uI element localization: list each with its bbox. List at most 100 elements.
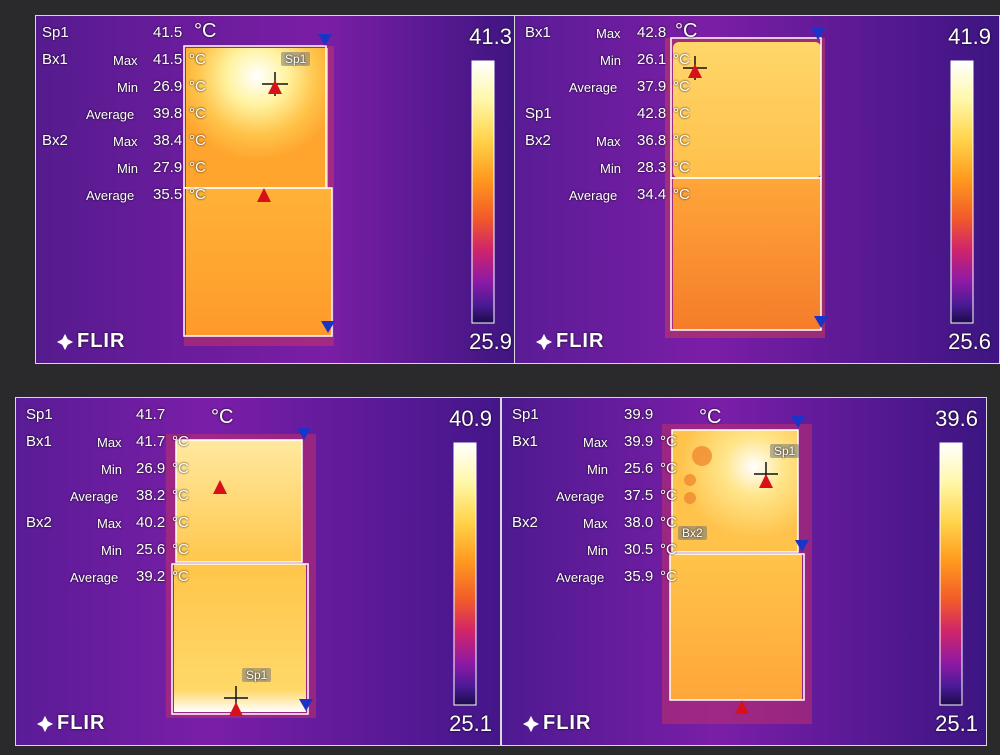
bx2-min-unit: °C: [660, 541, 677, 558]
sp1-label: Sp1: [512, 406, 539, 423]
flir-logo-text: FLIR: [556, 330, 605, 352]
flir-logo-text: FLIR: [543, 712, 592, 734]
scale-max: 41.9: [948, 24, 991, 49]
bx1-max-unit: °C: [172, 433, 189, 450]
bx2-min-label: Min: [117, 161, 138, 176]
bx1-avg-value: 38.2: [136, 487, 166, 504]
bx1-avg-value: 37.5: [624, 487, 654, 504]
bx1-label: Bx1: [42, 51, 68, 68]
bx2-label: Bx2: [42, 132, 68, 149]
bx1-min-value: 26.9: [153, 78, 183, 95]
sp1-tag: Sp1: [281, 52, 311, 66]
bx2-tag: Bx2: [678, 526, 707, 540]
sp1-value: 39.9: [624, 406, 654, 423]
bx2-min-value: 25.6: [136, 541, 166, 558]
bx1-max-label: Max: [97, 435, 122, 450]
flir-logo-icon: [535, 333, 553, 350]
bx2-avg-value: 35.9: [624, 568, 654, 585]
bx2-max-value: 36.8: [637, 132, 667, 149]
measurement-readout: Sp1 39.9 °C Bx1 Max 39.9 °C Min 25.6 °C …: [502, 398, 986, 745]
sp1-tag: Sp1: [242, 668, 272, 682]
bx1-max-value: 42.8: [637, 24, 667, 41]
bx1-max-label: Max: [113, 53, 138, 68]
bx2-max-label: Max: [97, 516, 122, 531]
bx1-avg-label: Average: [86, 107, 135, 122]
bx1-min-value: 25.6: [624, 460, 654, 477]
sp1-label: Sp1: [26, 406, 53, 423]
bx1-min-value: 26.1: [637, 51, 667, 68]
bx1-min-label: Min: [117, 80, 138, 95]
flir-logo: FLIR: [56, 330, 125, 353]
bx1-label: Bx1: [512, 433, 538, 450]
sp1-label: Sp1: [42, 24, 69, 41]
bx2-avg-unit: °C: [172, 568, 189, 585]
bx2-min-label: Min: [600, 161, 621, 176]
flir-logo-text: FLIR: [57, 712, 106, 734]
sp1-value: 41.7: [136, 406, 166, 423]
scale-min: 25.1: [449, 711, 492, 736]
bx1-max-label: Max: [583, 435, 608, 450]
bx1-avg-label: Average: [556, 489, 605, 504]
bx1-max-unit: °C: [675, 20, 698, 42]
sp1-unit: °C: [673, 105, 690, 122]
sp1-tag: Sp1: [770, 444, 800, 458]
bx1-min-unit: °C: [660, 460, 677, 477]
thermal-image: [502, 398, 986, 745]
measurement-readout: Sp1 41.5 °C Bx1 Max 41.5 °C Min 26.9 °C …: [36, 16, 520, 363]
bx2-max-unit: °C: [189, 132, 206, 149]
measurement-readout: Sp1 41.7 °C Bx1 Max 41.7 °C Min 26.9 °C …: [16, 398, 500, 745]
bx1-avg-label: Average: [70, 489, 119, 504]
bx1-max-value: 39.9: [624, 433, 654, 450]
measurement-readout: Bx1 Max 42.8 °C Min 26.1 °C Average 37.9…: [515, 16, 999, 363]
bx1-min-label: Min: [600, 53, 621, 68]
sp1-unit: °C: [194, 20, 217, 42]
flir-logo-text: FLIR: [77, 330, 126, 352]
bx1-max-label: Max: [596, 26, 621, 41]
bx2-min-value: 30.5: [624, 541, 654, 558]
sp1-value: 41.5: [153, 24, 183, 41]
bx2-max-value: 40.2: [136, 514, 166, 531]
bx1-max-value: 41.5: [153, 51, 183, 68]
scale-min: 25.1: [935, 711, 978, 736]
bx1-avg-unit: °C: [673, 78, 690, 95]
bx2-max-label: Max: [583, 516, 608, 531]
bx1-avg-unit: °C: [172, 487, 189, 504]
bx2-max-unit: °C: [172, 514, 189, 531]
sp1-value: 42.8: [637, 105, 667, 122]
thermal-panel-2: Bx1 Max 42.8 °C Min 26.1 °C Average 37.9…: [514, 15, 1000, 364]
bx1-avg-unit: °C: [660, 487, 677, 504]
bx2-min-unit: °C: [189, 159, 206, 176]
bx2-min-unit: °C: [673, 159, 690, 176]
flir-logo: FLIR: [535, 330, 604, 353]
bx2-avg-label: Average: [86, 188, 135, 203]
bx2-max-unit: °C: [660, 514, 677, 531]
bx1-avg-value: 39.8: [153, 105, 183, 122]
thermal-panel-1: Sp1 41.5 °C Bx1 Max 41.5 °C Min 26.9 °C …: [35, 15, 521, 364]
scale-min: 25.9: [469, 329, 512, 354]
bx2-avg-label: Average: [70, 570, 119, 585]
bx1-label: Bx1: [26, 433, 52, 450]
thermal-panel-3: Sp1 41.7 °C Bx1 Max 41.7 °C Min 26.9 °C …: [15, 397, 501, 746]
bx2-avg-label: Average: [569, 188, 618, 203]
bx1-min-label: Min: [587, 462, 608, 477]
bx2-min-label: Min: [587, 543, 608, 558]
sp1-unit: °C: [699, 406, 722, 428]
bx1-min-value: 26.9: [136, 460, 166, 477]
bx2-avg-value: 39.2: [136, 568, 166, 585]
sp1-unit: °C: [211, 406, 234, 428]
bx1-avg-unit: °C: [189, 105, 206, 122]
flir-logo-icon: [36, 715, 54, 732]
bx2-max-label: Max: [113, 134, 138, 149]
scale-max: 40.9: [449, 406, 492, 431]
thermal-image: [515, 16, 999, 363]
bx2-avg-value: 35.5: [153, 186, 183, 203]
flir-logo: FLIR: [36, 712, 105, 735]
bx2-label: Bx2: [512, 514, 538, 531]
bx2-max-value: 38.4: [153, 132, 183, 149]
bx1-max-unit: °C: [660, 433, 677, 450]
bx2-max-value: 38.0: [624, 514, 654, 531]
scale-max: 41.3: [469, 24, 512, 49]
bx2-label: Bx2: [525, 132, 551, 149]
bx2-min-value: 27.9: [153, 159, 183, 176]
bx2-min-unit: °C: [172, 541, 189, 558]
